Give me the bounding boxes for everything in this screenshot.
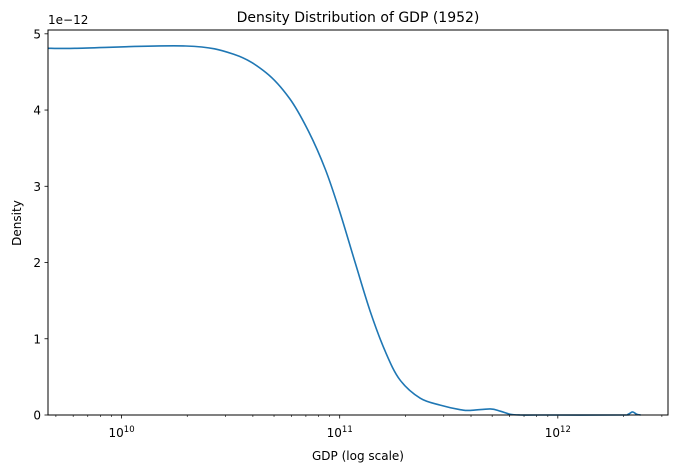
y-ticks: 0 1 2 3 4 5 (33, 27, 48, 423)
y-tick-label: 4 (33, 104, 41, 118)
y-tick-label: 3 (33, 180, 41, 194)
series-group (47, 45, 641, 416)
density-line (47, 45, 641, 416)
x-tick-label: 1012 (545, 425, 571, 440)
x-tick-label: 1011 (327, 425, 353, 440)
x-ticks: 1010 1011 1012 (55, 415, 663, 440)
y-tick-label: 2 (33, 256, 41, 270)
y-axis-label: Density (10, 200, 24, 246)
plot-frame (47, 29, 669, 416)
x-tick-label: 1010 (109, 425, 135, 440)
y-tick-label: 0 (33, 409, 41, 423)
y-offset-label: 1e−12 (48, 13, 88, 27)
y-tick-label: 1 (33, 332, 41, 346)
y-tick-label: 5 (33, 27, 41, 41)
chart-title: Density Distribution of GDP (1952) (237, 10, 480, 26)
x-axis-label: GDP (log scale) (312, 449, 404, 463)
